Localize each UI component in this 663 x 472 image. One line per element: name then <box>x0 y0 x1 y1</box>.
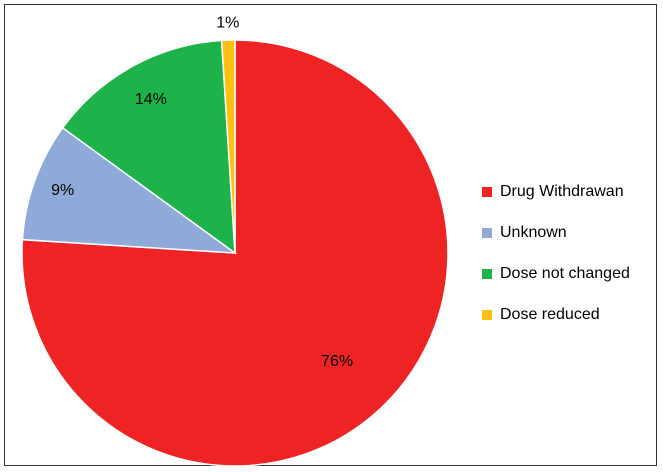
legend-label-drug-withdrawan: Drug Withdrawan <box>500 183 624 200</box>
legend-item-unknown: Unknown <box>482 223 630 243</box>
pie-slice-dose-not-changed <box>61 39 236 255</box>
data-label-dose-not-changed: 14% <box>135 91 167 108</box>
legend-item-drug-withdrawan: Drug Withdrawan <box>482 182 630 202</box>
legend-swatch-dose-not-changed <box>482 269 492 279</box>
pie-slice-dose-reduced <box>220 39 236 254</box>
legend-label-unknown: Unknown <box>500 224 567 241</box>
data-label-dose-reduced: 1% <box>216 14 239 31</box>
pie-slice-drug-withdrawan <box>21 39 449 467</box>
legend-item-dose-reduced: Dose reduced <box>482 305 630 325</box>
data-label-drug-withdrawan: 76% <box>321 353 353 370</box>
legend-swatch-dose-reduced <box>482 310 492 320</box>
legend-swatch-drug-withdrawan <box>482 187 492 197</box>
legend-item-dose-not-changed: Dose not changed <box>482 264 630 284</box>
legend-swatch-unknown <box>482 228 492 238</box>
legend-label-dose-not-changed: Dose not changed <box>500 265 630 282</box>
legend-label-dose-reduced: Dose reduced <box>500 306 600 323</box>
legend: Drug Withdrawan Unknown Dose not changed… <box>482 182 630 346</box>
pie-slice-unknown <box>21 126 238 254</box>
data-label-unknown: 9% <box>51 182 74 199</box>
